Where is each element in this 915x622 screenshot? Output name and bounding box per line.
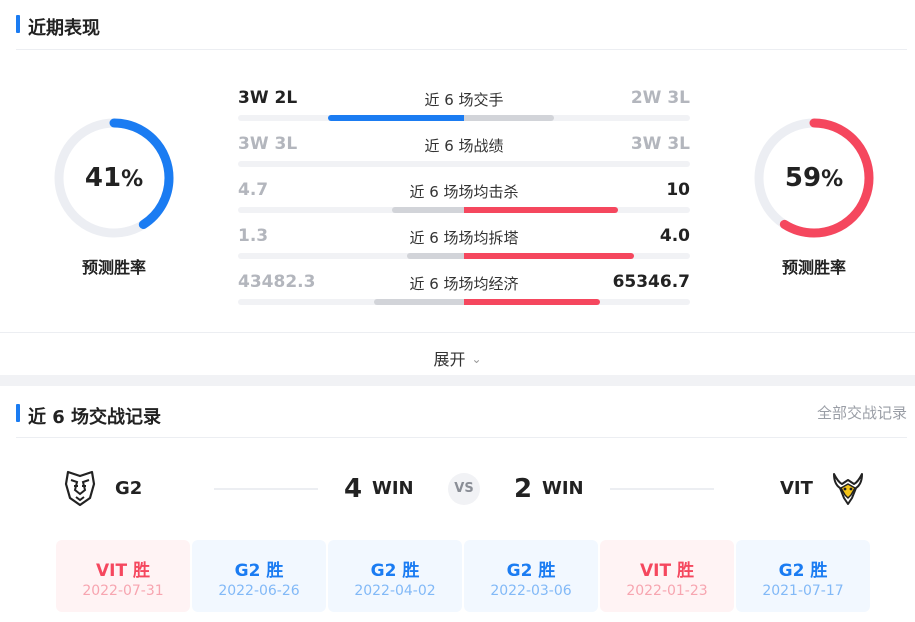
- match-date: 2022-01-23: [626, 583, 708, 599]
- head-to-head-title: 近 6 场交战记录: [28, 407, 162, 428]
- all-matches-link[interactable]: 全部交战记录: [816, 404, 907, 422]
- divider: [0, 332, 915, 333]
- match-date: 2022-03-06: [490, 583, 572, 599]
- left-win-rate-label: 预测胜率: [81, 258, 146, 277]
- match-winner: VIT 胜: [640, 561, 694, 581]
- stat-left-value: 3W 2L: [238, 88, 298, 108]
- stat-row: 43482.3 近 6 场场均经济 65346.7: [238, 272, 690, 312]
- recent-performance-title: 近期表现: [28, 18, 100, 39]
- match-date: 2022-06-26: [218, 583, 300, 599]
- expand-button[interactable]: 展开 ⌄: [0, 346, 915, 370]
- match-date: 2022-07-31: [82, 583, 164, 599]
- right-win-label: WIN: [542, 478, 584, 499]
- stat-bar-track: [238, 161, 690, 167]
- stat-row: 4.7 近 6 场场均击杀 10: [238, 180, 690, 220]
- stat-left-value: 43482.3: [238, 272, 316, 292]
- stat-label: 近 6 场场均拆塔: [409, 229, 519, 247]
- match-winner: G2 胜: [370, 561, 420, 581]
- left-score: 4: [344, 474, 363, 504]
- match-date: 2022-04-02: [354, 583, 436, 599]
- divider: [16, 437, 907, 438]
- right-win-rate-value: 59%: [784, 163, 844, 193]
- section-accent-bar: [16, 15, 20, 33]
- stat-left-value: 3W 3L: [238, 134, 298, 154]
- g2-logo-icon: [60, 468, 100, 508]
- right-win-rate-label: 预测胜率: [781, 258, 846, 277]
- vs-badge: VS: [448, 473, 480, 505]
- right-win-rate-ring: 59%: [752, 116, 876, 240]
- stat-right-value: 10: [666, 180, 690, 200]
- stat-right-value: 2W 3L: [630, 88, 690, 108]
- stat-bar-left: [392, 207, 464, 213]
- left-win-rate-ring: 41%: [52, 116, 176, 240]
- stat-label: 近 6 场战绩: [424, 137, 504, 155]
- match-result-tile[interactable]: G2 胜 2021-07-17: [736, 540, 870, 612]
- stat-row: 3W 3L 近 6 场战绩 3W 3L: [238, 134, 690, 174]
- match-winner: G2 胜: [506, 561, 556, 581]
- stat-bar-right: [464, 115, 554, 121]
- match-winner: VIT 胜: [96, 561, 150, 581]
- divider: [16, 49, 907, 50]
- stat-right-value: 65346.7: [612, 272, 690, 292]
- match-winner: G2 胜: [778, 561, 828, 581]
- team-left-name: G2: [115, 478, 143, 499]
- stat-label: 近 6 场场均击杀: [409, 183, 519, 201]
- stat-left-value: 4.7: [238, 180, 269, 200]
- divider-line: [214, 488, 318, 490]
- match-result-tile[interactable]: G2 胜 2022-03-06: [464, 540, 598, 612]
- stat-left-value: 1.3: [238, 226, 269, 246]
- stat-row: 3W 2L 近 6 场交手 2W 3L: [238, 88, 690, 128]
- match-date: 2021-07-17: [762, 583, 844, 599]
- section-accent-bar: [16, 404, 20, 422]
- vitality-wasp-logo-icon: [828, 468, 868, 508]
- match-winner: G2 胜: [234, 561, 284, 581]
- left-win-rate-value: 41%: [84, 163, 144, 193]
- match-result-tile[interactable]: VIT 胜 2022-01-23: [600, 540, 734, 612]
- stat-row: 1.3 近 6 场场均拆塔 4.0: [238, 226, 690, 266]
- stat-bar-right: [464, 299, 600, 305]
- stat-label: 近 6 场场均经济: [409, 275, 519, 293]
- chevron-down-icon: ⌄: [471, 352, 482, 366]
- recent-performance-card: 近期表现 41% 预测胜率 59% 预测胜率 3W 2L 近 6 场交手 2W 3L…: [0, 0, 915, 375]
- stat-right-value: 4.0: [659, 226, 690, 246]
- stat-label: 近 6 场交手: [424, 91, 504, 109]
- expand-label: 展开: [433, 350, 466, 369]
- stat-bar-right: [464, 207, 618, 213]
- team-right-name: VIT: [780, 478, 813, 499]
- match-result-tile[interactable]: VIT 胜 2022-07-31: [56, 540, 190, 612]
- stat-right-value: 3W 3L: [630, 134, 690, 154]
- stat-bar-left: [374, 299, 464, 305]
- stat-bar-left: [328, 115, 464, 121]
- match-result-tile[interactable]: G2 胜 2022-04-02: [328, 540, 462, 612]
- stat-bar-left: [407, 253, 464, 259]
- stat-bar-right: [464, 253, 634, 259]
- right-score: 2: [514, 474, 533, 504]
- left-win-label: WIN: [372, 478, 414, 499]
- match-result-tile[interactable]: G2 胜 2022-06-26: [192, 540, 326, 612]
- divider-line: [610, 488, 714, 490]
